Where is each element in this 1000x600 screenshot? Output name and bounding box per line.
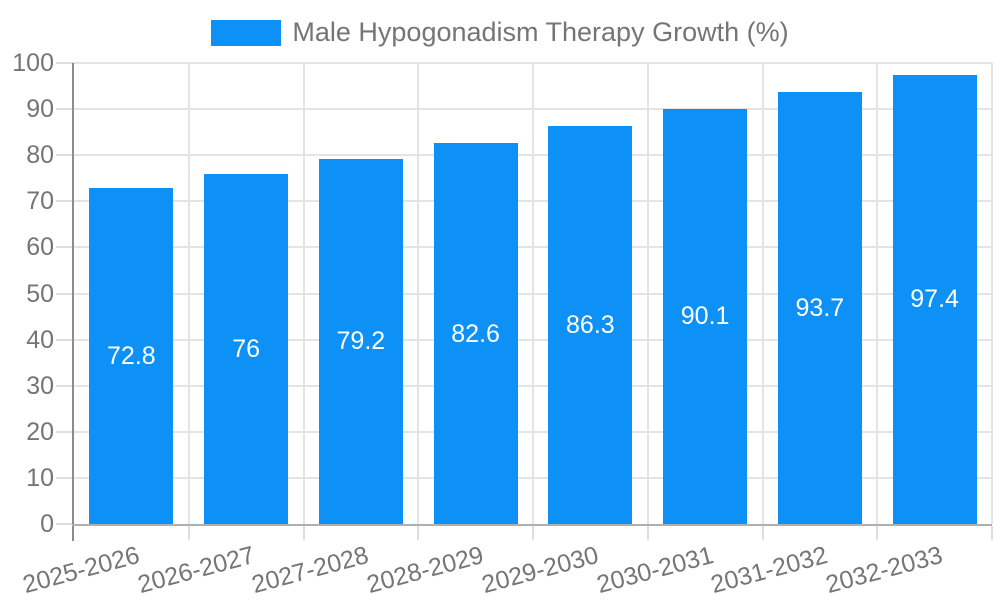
gridline-vertical bbox=[876, 63, 879, 524]
y-axis-tick-label: 50 bbox=[26, 279, 54, 308]
legend-label: Male Hypogonadism Therapy Growth (%) bbox=[292, 17, 789, 47]
bar-2026-2027 bbox=[204, 173, 289, 524]
chart-legend: Male Hypogonadism Therapy Growth (%) bbox=[0, 19, 1000, 46]
x-axis-tick-label: 2027-2028 bbox=[249, 541, 372, 600]
bar-value-label: 76 bbox=[232, 334, 261, 363]
bar-value-label: 93.7 bbox=[795, 294, 845, 323]
gridline-vertical bbox=[417, 63, 420, 524]
y-axis-tick-label: 10 bbox=[26, 463, 54, 492]
bar-2030-2031 bbox=[663, 108, 748, 524]
legend-swatch bbox=[211, 19, 282, 46]
x-axis-tick-label: 2031-2032 bbox=[708, 541, 831, 600]
y-axis-tick-label: 30 bbox=[26, 371, 54, 400]
x-axis-line bbox=[72, 524, 992, 526]
x-axis-tick-label: 2032-2033 bbox=[822, 541, 946, 600]
gridline-vertical bbox=[646, 63, 649, 524]
x-axis-tick bbox=[417, 526, 420, 540]
x-axis-tick bbox=[876, 526, 879, 540]
gridline-vertical bbox=[532, 63, 534, 524]
x-axis-tick bbox=[991, 526, 993, 540]
y-axis-tick-label: 100 bbox=[12, 49, 54, 77]
bar-value-label: 97.4 bbox=[910, 285, 959, 314]
x-axis-tick bbox=[646, 526, 649, 540]
bar-value-label: 90.1 bbox=[680, 302, 730, 331]
x-axis-tick-label: 2029-2030 bbox=[478, 541, 602, 600]
y-axis-tick bbox=[56, 200, 74, 203]
y-axis-tick bbox=[56, 154, 74, 157]
gridline-vertical bbox=[302, 63, 305, 524]
bar-2031-2032 bbox=[777, 92, 862, 524]
y-axis-tick bbox=[56, 338, 74, 341]
y-axis-tick bbox=[56, 523, 74, 525]
gridline-vertical bbox=[761, 63, 764, 524]
y-axis-tick bbox=[56, 430, 74, 433]
bar-value-label: 79.2 bbox=[336, 327, 386, 356]
y-axis-tick-label: 40 bbox=[26, 325, 54, 354]
y-axis-tick-label: 80 bbox=[26, 141, 54, 170]
y-axis-tick-label: 60 bbox=[26, 233, 54, 262]
bar-value-label: 72.8 bbox=[107, 342, 156, 371]
x-axis-tick-label: 2028-2029 bbox=[363, 541, 487, 600]
y-axis-tick bbox=[56, 476, 74, 479]
bar-2025-2026 bbox=[89, 188, 174, 524]
bar-2032-2033 bbox=[892, 74, 977, 524]
x-axis-tick-label: 2026-2027 bbox=[134, 541, 258, 600]
x-axis-tick-label: 2030-2031 bbox=[593, 541, 717, 600]
gridline-vertical bbox=[187, 63, 190, 524]
y-axis-tick bbox=[56, 108, 74, 111]
bar-2028-2029 bbox=[433, 143, 518, 524]
x-axis-tick-label: 2025-2026 bbox=[19, 541, 143, 600]
x-axis-tick bbox=[761, 526, 764, 540]
gridline-vertical bbox=[991, 63, 993, 524]
y-axis-tick-label: 90 bbox=[26, 95, 54, 124]
x-axis-tick bbox=[532, 526, 534, 540]
y-axis-tick bbox=[56, 246, 74, 249]
bar-value-label: 82.6 bbox=[451, 319, 500, 348]
x-axis-tick bbox=[302, 526, 305, 540]
y-axis-tick-label: 0 bbox=[40, 510, 54, 538]
x-axis-tick bbox=[187, 526, 190, 540]
y-axis-tick bbox=[56, 292, 74, 295]
y-axis-tick-label: 20 bbox=[26, 417, 54, 446]
y-axis-tick bbox=[56, 384, 74, 387]
bar-2027-2028 bbox=[318, 158, 403, 524]
bar-value-label: 86.3 bbox=[566, 311, 615, 340]
bar-2029-2030 bbox=[548, 126, 633, 524]
y-axis-tick-label: 70 bbox=[26, 187, 54, 216]
y-axis-line bbox=[72, 63, 74, 541]
y-axis-tick bbox=[56, 62, 74, 64]
